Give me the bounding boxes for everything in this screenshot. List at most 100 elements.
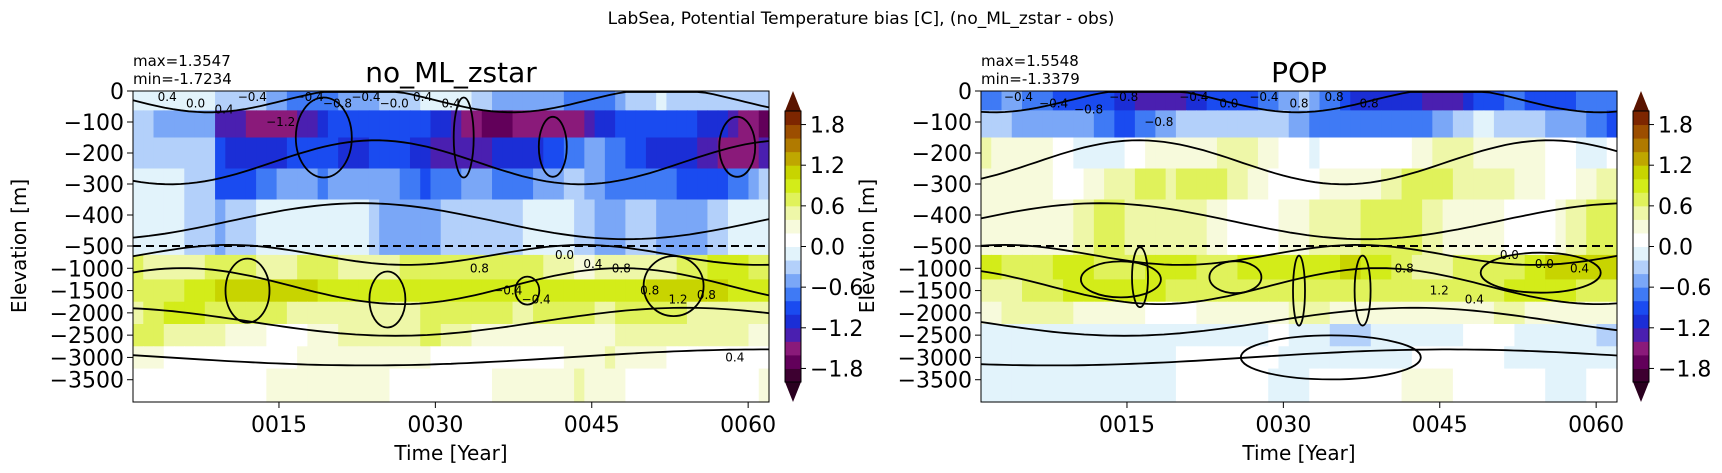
heatmap-cell [615, 168, 626, 201]
heatmap-cell [1278, 324, 1290, 347]
heatmap-cell [676, 301, 688, 325]
heatmap-cell [563, 199, 575, 256]
heatmap-cell [1309, 346, 1321, 370]
contour-label: −0.4 [1004, 90, 1033, 104]
heatmap-cell [1514, 110, 1526, 139]
heatmap-cell [1524, 110, 1536, 139]
heatmap-cell [563, 137, 575, 170]
heatmap-cell [1432, 168, 1444, 201]
heatmap-cell [440, 110, 452, 139]
heatmap-cell [389, 346, 401, 370]
heatmap-cell [1134, 137, 1146, 170]
heatmap-cell [991, 279, 1003, 303]
heatmap-cell [1586, 91, 1598, 111]
heatmap-cell [389, 91, 401, 111]
heatmap-cell [1186, 368, 1198, 403]
heatmap-cell [348, 368, 360, 403]
heatmap-cell [379, 368, 391, 403]
heatmap-cell [204, 324, 216, 347]
heatmap-cell [1350, 110, 1362, 139]
y-tick-label: −1500 [50, 280, 124, 305]
heatmap-cell [1586, 110, 1598, 139]
heatmap-cell [625, 91, 637, 111]
heatmap-cell [1155, 368, 1167, 403]
heatmap-cell [1575, 168, 1587, 201]
heatmap-cell [584, 110, 596, 139]
heatmap-cell [399, 301, 411, 325]
heatmap-cell [1299, 110, 1310, 139]
heatmap-cell [451, 279, 462, 303]
heatmap-cell [1401, 301, 1413, 325]
heatmap-cell [738, 199, 750, 256]
heatmap-cell [748, 324, 760, 347]
heatmap-cell [163, 324, 175, 347]
heatmap-cell [625, 168, 637, 201]
heatmap-cell [430, 168, 442, 201]
heatmap-cell [307, 301, 319, 325]
heatmap-cell [1565, 110, 1577, 139]
heatmap-cell [1134, 254, 1146, 281]
heatmap-cell [1124, 199, 1136, 256]
heatmap-cell [1555, 137, 1567, 170]
heatmap-cell [1124, 368, 1136, 403]
right-x-ticks: 0015 0030 0045 0060 [1099, 402, 1624, 438]
contour-loop [294, 96, 353, 179]
x-tick-label: 0060 [720, 413, 776, 438]
heatmap-cell [307, 199, 319, 256]
heatmap-cell [1073, 279, 1085, 303]
heatmap-cell [1493, 137, 1505, 170]
right-max-text: max=1.5548 [981, 52, 1079, 70]
heatmap-cell [1586, 346, 1598, 370]
heatmap-cell [676, 110, 688, 139]
y-tick-label: −2000 [898, 302, 972, 327]
heatmap-cell [317, 91, 329, 111]
heatmap-cell [1401, 254, 1413, 281]
heatmap-cell [379, 254, 391, 281]
contour-loop [537, 115, 568, 178]
heatmap-cell [1001, 301, 1013, 325]
heatmap-cell [666, 346, 678, 370]
heatmap-cell [440, 346, 452, 370]
heatmap-cell [1093, 199, 1105, 256]
heatmap-cell [1524, 301, 1536, 325]
heatmap-cell [471, 110, 483, 139]
heatmap-cell [1042, 324, 1054, 347]
heatmap-cell [368, 137, 380, 170]
heatmap-cell [1504, 199, 1516, 256]
heatmap-cell [717, 199, 729, 256]
heatmap-cell [266, 324, 278, 347]
heatmap-cell [1432, 110, 1444, 139]
right-y-ticks: 0 −100 −200 −300 −400 −500−1000−1500−2000−250… [898, 80, 981, 394]
y-tick-label: −1000 [898, 257, 972, 282]
heatmap-cell [748, 346, 760, 370]
heatmap-cell [717, 368, 729, 403]
heatmap-cell [1206, 324, 1218, 347]
heatmap-cell [1175, 346, 1187, 370]
heatmap-cell [635, 110, 647, 139]
heatmap-cell [430, 324, 442, 347]
heatmap-cell [1340, 368, 1351, 403]
heatmap-cell [1073, 346, 1085, 370]
heatmap-cell [1237, 91, 1249, 111]
heatmap-cell [1401, 279, 1413, 303]
heatmap-cell [245, 168, 257, 201]
heatmap-cell [1032, 301, 1044, 325]
heatmap-cell [1586, 254, 1598, 281]
heatmap-cell [1186, 137, 1198, 170]
heatmap-cell [1452, 199, 1464, 256]
colorbar-bin [1633, 124, 1649, 139]
heatmap-cell [1545, 301, 1557, 325]
heatmap-cell [991, 301, 1003, 325]
heatmap-cell [481, 110, 493, 139]
heatmap-cell [1534, 110, 1546, 139]
heatmap-cell [1216, 368, 1228, 403]
heatmap-cell [553, 91, 565, 111]
heatmap-cell [235, 199, 247, 256]
heatmap-cell [1206, 91, 1218, 111]
heatmap-cell [1340, 91, 1351, 111]
heatmap-cell [1596, 368, 1608, 403]
heatmap-cell [512, 110, 524, 139]
heatmap-cell [389, 254, 401, 281]
heatmap-cell [1175, 91, 1187, 111]
heatmap-cell [1237, 279, 1249, 303]
